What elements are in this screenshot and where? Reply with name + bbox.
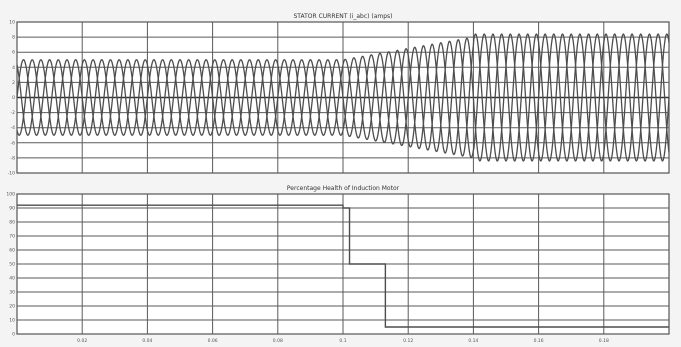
y-tick-label-9: 90 xyxy=(9,206,15,212)
y-tick-label-5: 50 xyxy=(9,262,15,268)
x-tick-label-1: 0.04 xyxy=(142,338,152,344)
x-tick-label-7: 0.16 xyxy=(534,338,544,344)
stator-current-y-ticks: -10 -8 -6 -4 -2 0 2 4 6 8 10 xyxy=(8,20,15,177)
motor-health-line xyxy=(17,204,669,328)
x-tick-label-0: 0.02 xyxy=(77,338,87,344)
y-tick-label-0: -10 xyxy=(8,171,15,177)
phase-current-line-0 xyxy=(16,33,670,162)
x-tick-label-6: 0.14 xyxy=(468,338,478,344)
y-tick-label-2: -6 xyxy=(11,140,16,146)
stator-current-waveforms xyxy=(16,33,670,162)
x-tick-label-4: 0.1 xyxy=(339,338,346,344)
phase-current-line-1 xyxy=(16,33,670,162)
x-tick-label-5: 0.12 xyxy=(403,338,413,344)
y-tick-label-6: 60 xyxy=(9,248,15,254)
motor-health-x-ticks: 0.02 0.04 0.06 0.08 0.1 0.12 0.14 0.16 0.18 xyxy=(77,338,609,344)
y-tick-label-1: 10 xyxy=(9,318,15,324)
x-tick-label-3: 0.08 xyxy=(273,338,283,344)
stator-current-panel: STATOR CURRENT (i_abc) (amps) -10-8-6-4-… xyxy=(8,13,670,177)
phase-current-line-2 xyxy=(16,33,670,162)
y-tick-label-4: -2 xyxy=(11,110,16,116)
y-tick-label-6: 2 xyxy=(12,80,15,86)
y-tick-label-1: -8 xyxy=(11,155,16,161)
motor-health-panel: Percentage Health of Induction Motor 0 10… xyxy=(6,185,670,344)
x-tick-label-2: 0.06 xyxy=(208,338,218,344)
y-tick-label-7: 4 xyxy=(12,65,15,71)
y-tick-label-10: 100 xyxy=(6,192,15,198)
y-tick-label-4: 40 xyxy=(9,276,15,282)
y-tick-label-9: 8 xyxy=(12,35,15,41)
y-tick-label-3: 30 xyxy=(9,290,15,296)
motor-health-grid xyxy=(17,194,669,334)
x-tick-label-8: 0.18 xyxy=(599,338,609,344)
motor-health-title: Percentage Health of Induction Motor xyxy=(287,185,400,192)
y-tick-label-10: 10 xyxy=(9,20,15,26)
y-tick-label-2: 20 xyxy=(9,304,15,310)
y-tick-label-0: 0 xyxy=(12,332,15,338)
y-tick-label-7: 70 xyxy=(9,234,15,240)
y-tick-label-8: 6 xyxy=(12,50,15,56)
motor-health-y-ticks: 0 10 20 30 40 50 60 70 80 90 100 xyxy=(6,192,15,338)
y-tick-label-8: 80 xyxy=(9,220,15,226)
stator-current-title: STATOR CURRENT (i_abc) (amps) xyxy=(293,13,392,20)
health-line-0 xyxy=(17,204,669,328)
y-tick-label-3: -4 xyxy=(11,125,16,131)
y-tick-label-5: 0 xyxy=(12,95,15,101)
